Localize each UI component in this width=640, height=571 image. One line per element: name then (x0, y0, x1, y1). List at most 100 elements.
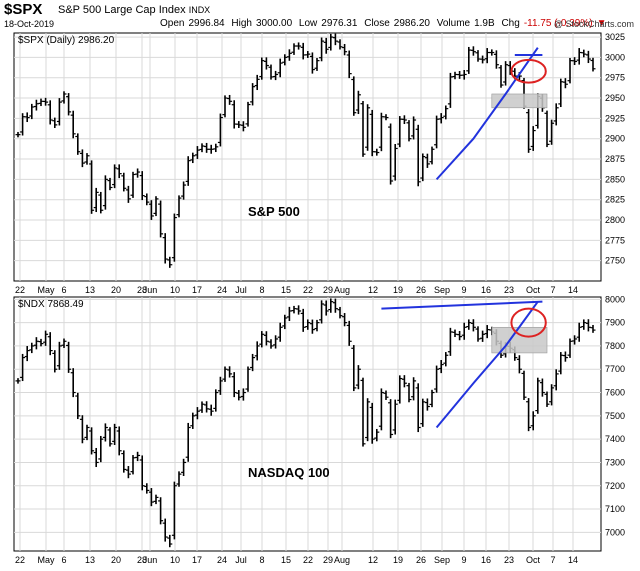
y-tick-label: 3025 (605, 32, 625, 42)
x-tick-label: 13 (85, 285, 95, 295)
ohlc-bar (66, 93, 72, 116)
ohlc-bar (323, 300, 329, 316)
ohlc-bar (107, 427, 113, 447)
x-tick-label: Oct (526, 285, 541, 295)
ohlc-bar (434, 115, 440, 149)
ohlc-bar (52, 350, 58, 373)
x-tick-label: May (37, 555, 55, 565)
ohlc-bar (411, 116, 417, 140)
x-tick-label: 16 (481, 285, 491, 295)
chart-panel-2: 7000 7100 7200 7300 7400 7500 7600 7700 7800 7900… (13, 294, 625, 565)
ohlc-bar (52, 117, 58, 129)
ohlc-bar (337, 39, 343, 50)
ohlc-bar (61, 338, 67, 348)
ohlc-bar (567, 338, 573, 358)
ohlc-bar (75, 392, 81, 420)
y-tick-label: 2975 (605, 73, 625, 83)
x-tick-label: 17 (192, 555, 202, 565)
ohlc-bar (185, 422, 191, 462)
ohlc-bar (24, 346, 30, 362)
ohlc-bar (102, 423, 108, 442)
open-value: 2996.84 (188, 18, 225, 29)
ohlc-bar (273, 70, 279, 81)
ohlc-bar (194, 146, 200, 159)
ohlc-bar (250, 83, 256, 106)
ohlc-bar (411, 377, 417, 401)
ohlc-bar (84, 424, 90, 441)
ohlc-bar (305, 51, 311, 58)
chart-date: 18-Oct-2019 (4, 19, 55, 29)
ohlc-bar (89, 160, 95, 214)
ohlc-bar (443, 352, 449, 367)
ohlc-bar (162, 518, 168, 542)
ohlc-bar (383, 390, 389, 400)
ohlc-bar (572, 57, 578, 66)
x-tick-label: 12 (368, 555, 378, 565)
ohlc-bar (434, 365, 440, 393)
ohlc-bar (15, 378, 21, 384)
x-tick-label: 7 (550, 285, 555, 295)
ohlc-bar (415, 383, 421, 433)
ohlc-bar (461, 322, 467, 340)
ohlc-bar (369, 402, 375, 444)
ohlc-bar (484, 48, 490, 64)
ohlc-bar (254, 341, 260, 361)
y-tick-label: 2875 (605, 154, 625, 164)
ohlc-bar (585, 319, 591, 332)
chg-label: Chg (501, 18, 520, 29)
ohlc-bar (56, 341, 62, 370)
y-tick-label: 2850 (605, 174, 625, 184)
ohlc-bar (498, 65, 504, 88)
ohlc-bar (286, 49, 292, 61)
x-tick-label: Jun (143, 285, 158, 295)
ohlc-bar (268, 64, 274, 80)
ohlc-bar (282, 314, 288, 330)
ohlc-bar (112, 164, 118, 189)
ohlc-bar (319, 37, 325, 62)
y-tick-label: 2900 (605, 134, 625, 144)
y-tick-label: 7200 (605, 481, 625, 491)
ohlc-bar (319, 300, 325, 324)
ohlc-bar (148, 488, 154, 507)
y-tick-label: 2800 (605, 215, 625, 225)
ohlc-bar (204, 401, 210, 413)
x-tick-label: Sep (434, 285, 450, 295)
series-legend: $SPX (Daily) 2986.20 (18, 35, 115, 46)
ohlc-bar (231, 100, 237, 129)
x-tick-label: Jul (235, 285, 247, 295)
y-tick-label: 2950 (605, 93, 625, 103)
ohlc-bar (590, 57, 596, 72)
ohlc-bar (457, 71, 463, 79)
ohlc-bar (401, 375, 407, 388)
y-tick-label: 8000 (605, 294, 625, 304)
x-tick-label: 23 (504, 285, 514, 295)
ohlc-bar (480, 330, 486, 342)
x-tick-label: 22 (303, 555, 313, 565)
ohlc-bar (438, 113, 444, 124)
y-tick-label: 7400 (605, 434, 625, 444)
ohlc-bar (484, 325, 490, 339)
ohlc-bar (227, 94, 233, 105)
ohlc-bar (47, 332, 53, 356)
x-tick-label: 26 (416, 555, 426, 565)
highlight-circle (510, 307, 547, 338)
ohlc-bar (328, 33, 334, 51)
ohlc-bar (328, 298, 334, 313)
ohlc-bar (277, 322, 283, 342)
ohlc-bar (420, 153, 426, 182)
x-tick-label: 24 (217, 555, 227, 565)
ohlc-bar (130, 455, 136, 475)
x-tick-label: 7 (550, 555, 555, 565)
ohlc-bar (406, 120, 412, 142)
ohlc-bar (70, 110, 76, 139)
ohlc-bar (144, 193, 150, 206)
ohlc-bar (236, 390, 242, 401)
ohlc-bar (475, 50, 481, 62)
x-tick-label: 10 (170, 555, 180, 565)
ohlc-bar (447, 327, 453, 356)
ohlc-bar (227, 366, 233, 378)
ohlc-bar (360, 377, 366, 447)
low-label: Low (298, 18, 318, 29)
ohlc-bar (171, 481, 177, 540)
x-tick-label: May (37, 285, 55, 295)
